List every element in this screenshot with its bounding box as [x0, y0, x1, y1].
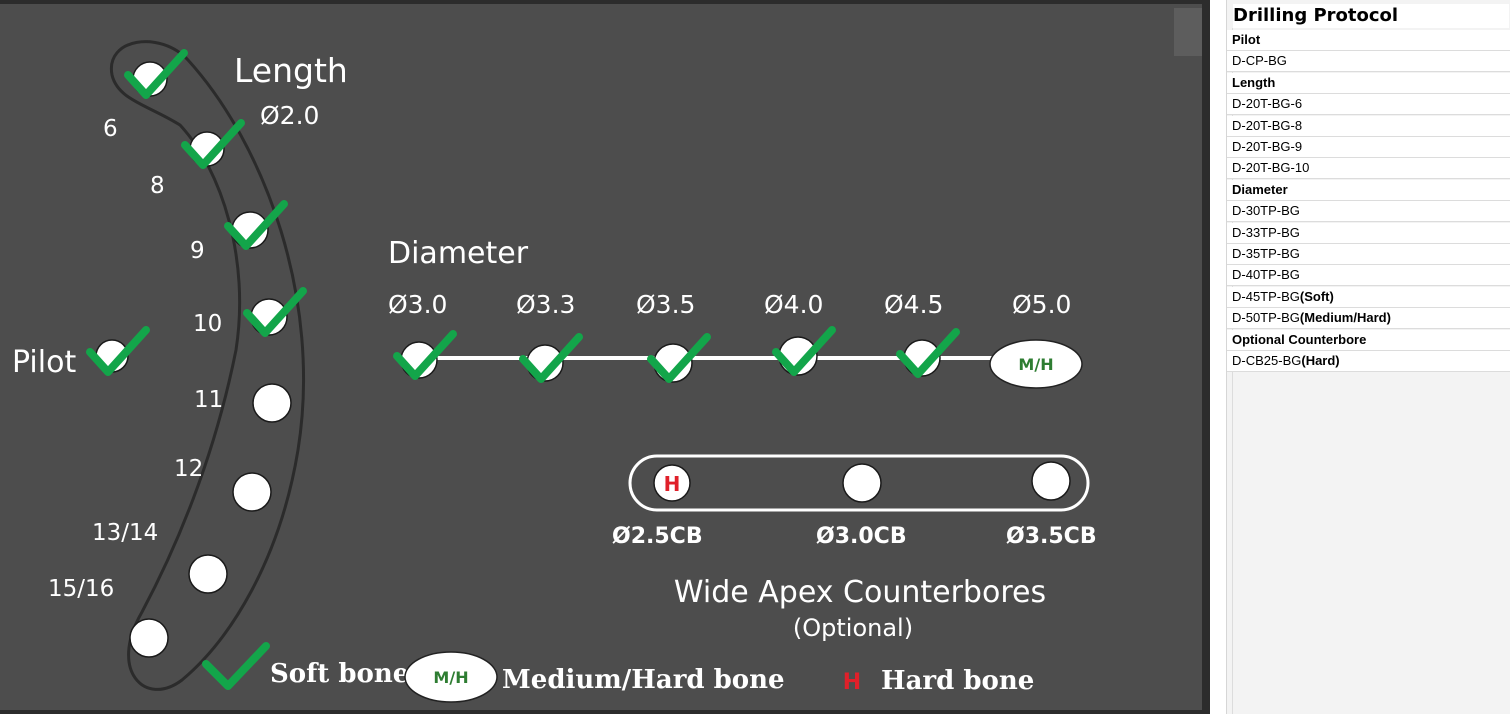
sheet-cell: D-CP-BG — [1232, 53, 1287, 69]
sheet-cell: D-30TP-BG — [1232, 203, 1300, 219]
counterbore-label-3-0: Ø3.0CB — [816, 524, 907, 549]
sheet-cell: D-20T-BG-8 — [1232, 117, 1303, 133]
counterbore-hole-3-5 — [1031, 461, 1071, 501]
counterbore-capsule — [628, 454, 1090, 512]
length-hole-9-check-icon — [224, 200, 288, 250]
drilling-protocol-sheet: Drilling Protocol Pilot D-CP-BG Length D-20… — [1226, 0, 1510, 714]
sheet-cell: D-33TP-BG — [1232, 224, 1300, 240]
sheet-row[interactable]: D-30TP-BG — [1227, 201, 1510, 223]
sheet-row[interactable]: D-20T-BG-9 — [1227, 137, 1510, 158]
diameter-label-4-5: Ø4.5 — [884, 290, 943, 319]
sheet-cell: D-40TP-BG — [1232, 267, 1300, 283]
diameter-hole-4-0-check-icon — [772, 326, 836, 376]
legend-h-badge-text: H — [843, 670, 861, 695]
sheet-row[interactable]: D-20T-BG-6 — [1227, 94, 1510, 116]
diameter-label-5-0: Ø5.0 — [1012, 290, 1071, 319]
mh-badge-5-0 — [989, 339, 1083, 389]
diameter-label-3-3: Ø3.3 — [516, 290, 575, 319]
length-hole-12 — [232, 472, 272, 512]
length-hole-15-16 — [129, 618, 169, 658]
sheet-cell-note: (Medium/Hard) — [1299, 310, 1391, 326]
tray-scroll-thumb[interactable] — [1174, 8, 1202, 56]
length-label-6: 6 — [103, 116, 118, 142]
counterbore-title: Wide Apex Counterbores — [674, 575, 1046, 610]
pilot-hole-check-icon — [86, 326, 150, 376]
length-label-15-16: 15/16 — [48, 576, 114, 602]
sheet-cell: Diameter — [1232, 181, 1288, 197]
length-label-13-14: 13/14 — [92, 520, 158, 546]
length-heading: Length — [234, 51, 348, 90]
sheet-section-header[interactable]: Diameter — [1227, 179, 1510, 201]
legend-mh-badge — [404, 651, 498, 703]
legend-soft-label: Soft bone — [270, 659, 409, 689]
diameter-label-3-0: Ø3.0 — [388, 290, 447, 319]
counterbore-subtitle: (Optional) — [793, 614, 913, 642]
sheet-cell: D-35TP-BG — [1232, 246, 1300, 261]
diameter-label-4-0: Ø4.0 — [764, 290, 823, 319]
length-arc-outline — [109, 40, 306, 691]
length-hole-10-check-icon — [243, 287, 307, 337]
legend: Soft bone M/H Medium/Hard bone H Hard bo… — [202, 642, 1034, 703]
sheet-cell: D-20T-BG-10 — [1232, 160, 1310, 176]
sheet-section-header[interactable]: Pilot — [1227, 30, 1510, 51]
sheet-section-header[interactable]: Optional Counterbore — [1227, 329, 1510, 351]
sheet-cell: Pilot — [1232, 32, 1261, 47]
sheet-cell-note: (Soft) — [1299, 288, 1334, 304]
legend-soft-check-icon — [202, 642, 270, 690]
sheet-cell: D-20T-BG-9 — [1232, 139, 1303, 154]
diameter-hole-3-5-check-icon — [647, 333, 711, 383]
sheet-row[interactable]: D-45TP-BG (Soft) — [1227, 286, 1510, 308]
sheet-row[interactable]: D-50TP-BG (Medium/Hard) — [1227, 308, 1510, 330]
sheet-cell: D-20T-BG-6 — [1232, 96, 1303, 112]
sheet-row[interactable]: D-35TP-BG — [1227, 244, 1510, 265]
sheet-row[interactable]: D-20T-BG-10 — [1227, 158, 1510, 180]
sheet-row[interactable]: D-CB25-BG (Hard) — [1227, 351, 1510, 372]
length-label-8: 8 — [150, 173, 165, 199]
counterbore-hole-3-0 — [842, 463, 882, 503]
length-label-12: 12 — [174, 456, 203, 482]
tray-svg: Length Ø2.0 Pilot 6 8 9 10 11 12 13/14 1… — [0, 0, 1210, 714]
sheet-cell: D-50TP-BG — [1232, 310, 1300, 326]
legend-mh-badge-text: M/H — [433, 668, 468, 687]
sheet-cell: Length — [1232, 74, 1276, 90]
mh-badge-5-0-text: M/H — [1018, 355, 1053, 374]
h-badge-2-5-text: H — [664, 472, 681, 496]
sheet-row[interactable]: D-33TP-BG — [1227, 222, 1510, 244]
sheet-cell: D-45TP-BG — [1232, 288, 1300, 304]
pilot-label: Pilot — [12, 345, 76, 380]
sheet-row[interactable]: D-40TP-BG — [1227, 265, 1510, 287]
counterbore-label-3-5: Ø3.5CB — [1006, 524, 1097, 549]
sheet-title: Drilling Protocol — [1233, 4, 1509, 28]
sheet-row[interactable]: D-CP-BG — [1227, 51, 1510, 73]
length-label-9: 9 — [190, 238, 205, 264]
length-hole-13-14 — [188, 554, 228, 594]
length-hole-6-check-icon — [124, 49, 188, 99]
diameter-hole-4-5-check-icon — [896, 328, 960, 378]
length-hole-8-check-icon — [181, 119, 245, 169]
sheet-cell: Optional Counterbore — [1232, 331, 1367, 347]
sheet-row[interactable]: D-20T-BG-8 — [1227, 115, 1510, 137]
diameter-label-3-5: Ø3.5 — [636, 290, 695, 319]
legend-hard-label: Hard bone — [881, 666, 1034, 696]
length-label-10: 10 — [193, 311, 222, 337]
diameter-hole-3-0-check-icon — [393, 330, 457, 380]
length-hole-11 — [252, 383, 292, 423]
sheet-section-header[interactable]: Length — [1227, 72, 1510, 94]
counterbore-hole-2-5 — [653, 464, 691, 502]
sheet-cell-note: (Hard) — [1301, 353, 1340, 368]
diameter-hole-3-3-check-icon — [519, 333, 583, 383]
length-label-11: 11 — [194, 387, 223, 413]
diameter-heading: Diameter — [388, 236, 529, 271]
length-diameter-label: Ø2.0 — [260, 101, 319, 130]
sheet-cell: D-CB25-BG — [1232, 353, 1302, 368]
counterbore-label-2-5: Ø2.5CB — [612, 524, 703, 549]
drill-tray-diagram: Length Ø2.0 Pilot 6 8 9 10 11 12 13/14 1… — [0, 0, 1210, 714]
legend-medium-hard-label: Medium/Hard bone — [502, 665, 785, 695]
